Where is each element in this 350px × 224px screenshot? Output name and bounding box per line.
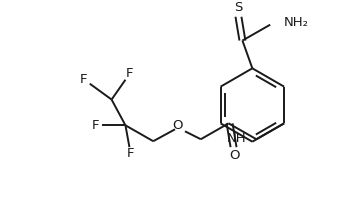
Text: O: O (172, 119, 182, 132)
Text: F: F (127, 146, 134, 160)
Text: O: O (229, 149, 240, 162)
Text: NH₂: NH₂ (284, 16, 309, 29)
Text: F: F (80, 73, 88, 86)
Text: S: S (234, 1, 243, 14)
Text: NH: NH (227, 132, 246, 145)
Text: F: F (92, 119, 99, 132)
Text: F: F (126, 67, 133, 80)
